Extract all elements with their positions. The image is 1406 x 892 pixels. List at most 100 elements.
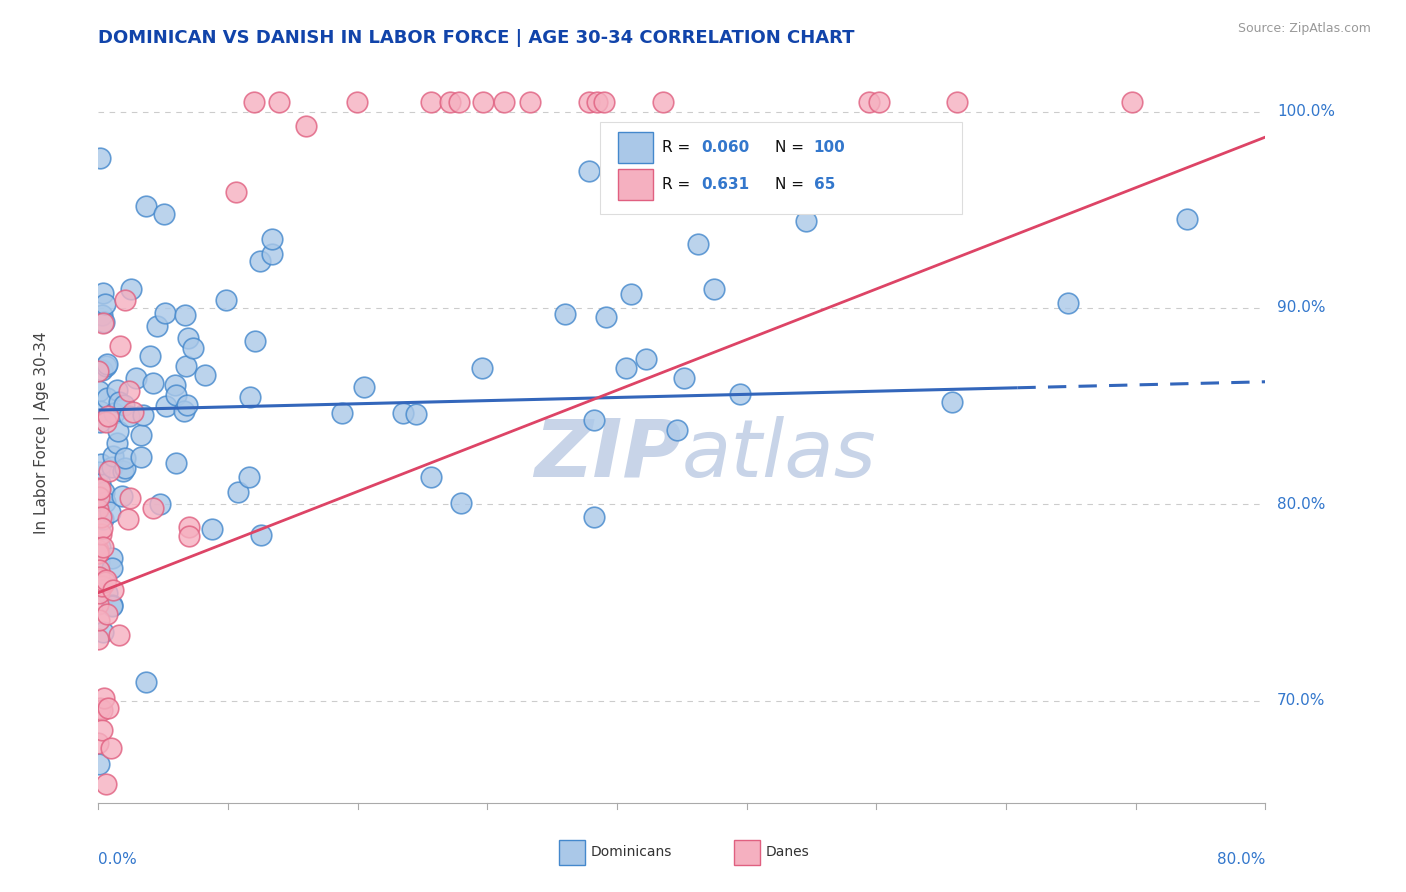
Point [90, 510, 112, 524]
Point [100, 551, 122, 566]
Point [94, 359, 117, 374]
Point [96, 392, 118, 406]
Point [595, 310, 617, 324]
Point [471, 360, 494, 375]
Point [118, 384, 141, 399]
Point [105, 436, 128, 450]
Point [120, 491, 142, 506]
Text: 65: 65 [814, 178, 835, 192]
Point [96, 415, 118, 429]
Point [132, 408, 155, 422]
Point [91, 579, 114, 593]
Point [593, 95, 616, 109]
Point [93, 315, 115, 329]
Point [107, 425, 129, 439]
Text: N =: N = [775, 178, 808, 192]
Point [176, 398, 198, 412]
Point [98, 463, 121, 477]
Point [89, 756, 111, 771]
Point [91, 308, 114, 322]
Point [295, 119, 318, 133]
Point [225, 185, 247, 199]
FancyBboxPatch shape [600, 121, 962, 214]
Point [672, 371, 695, 385]
Point [91, 285, 114, 300]
Point [122, 404, 145, 418]
Text: Dominicans: Dominicans [591, 846, 672, 859]
Point [666, 423, 689, 437]
Point [91, 521, 114, 535]
Point [142, 376, 165, 390]
Point [269, 95, 291, 110]
Point [103, 582, 125, 597]
Text: atlas: atlas [682, 416, 877, 494]
Point [165, 456, 187, 470]
Point [583, 413, 606, 427]
Point [794, 213, 817, 227]
Point [420, 95, 443, 109]
Point [90, 527, 112, 541]
Point [634, 351, 657, 366]
Point [586, 95, 609, 109]
Point [330, 407, 353, 421]
Point [93, 484, 115, 499]
Point [139, 349, 162, 363]
Point [125, 371, 148, 385]
Point [181, 341, 204, 355]
Point [90, 363, 112, 377]
Point [117, 512, 139, 526]
Point [250, 528, 273, 542]
Point [201, 522, 224, 536]
Point [868, 95, 890, 109]
Text: R =: R = [662, 140, 695, 155]
Point [89, 490, 111, 504]
Point [194, 368, 217, 383]
Point [87, 546, 110, 560]
Point [91, 540, 114, 554]
Point [97, 701, 120, 715]
Point [578, 164, 600, 178]
Point [155, 399, 177, 413]
Point [89, 482, 111, 496]
Point [89, 572, 111, 586]
FancyBboxPatch shape [560, 840, 585, 865]
Point [87, 597, 110, 611]
Point [87, 384, 110, 398]
Point [494, 95, 516, 109]
Point [87, 613, 110, 627]
Point [146, 318, 169, 333]
Point [89, 151, 111, 165]
Point [89, 701, 111, 715]
Point [87, 363, 110, 377]
Point [165, 378, 187, 392]
Point [135, 675, 157, 690]
Point [87, 546, 110, 560]
Point [91, 511, 114, 525]
Point [96, 409, 118, 424]
Point [94, 777, 117, 791]
Point [245, 334, 267, 349]
Point [392, 406, 415, 420]
Point [242, 95, 264, 109]
Point [90, 703, 112, 717]
Point [89, 476, 111, 491]
Point [519, 95, 541, 109]
Point [114, 293, 136, 307]
Point [89, 570, 111, 584]
Point [129, 450, 152, 464]
Point [554, 307, 576, 321]
Point [858, 95, 880, 109]
FancyBboxPatch shape [617, 169, 652, 200]
Point [239, 390, 262, 404]
Point [114, 460, 136, 475]
Point [120, 282, 142, 296]
Point [108, 339, 131, 353]
Point [1177, 211, 1199, 226]
Point [260, 247, 283, 261]
Point [111, 464, 134, 478]
Text: 100: 100 [814, 140, 845, 155]
Point [98, 505, 121, 519]
Text: In Labor Force | Age 30-34: In Labor Force | Age 30-34 [34, 331, 51, 534]
Point [346, 95, 368, 109]
Point [100, 599, 122, 613]
